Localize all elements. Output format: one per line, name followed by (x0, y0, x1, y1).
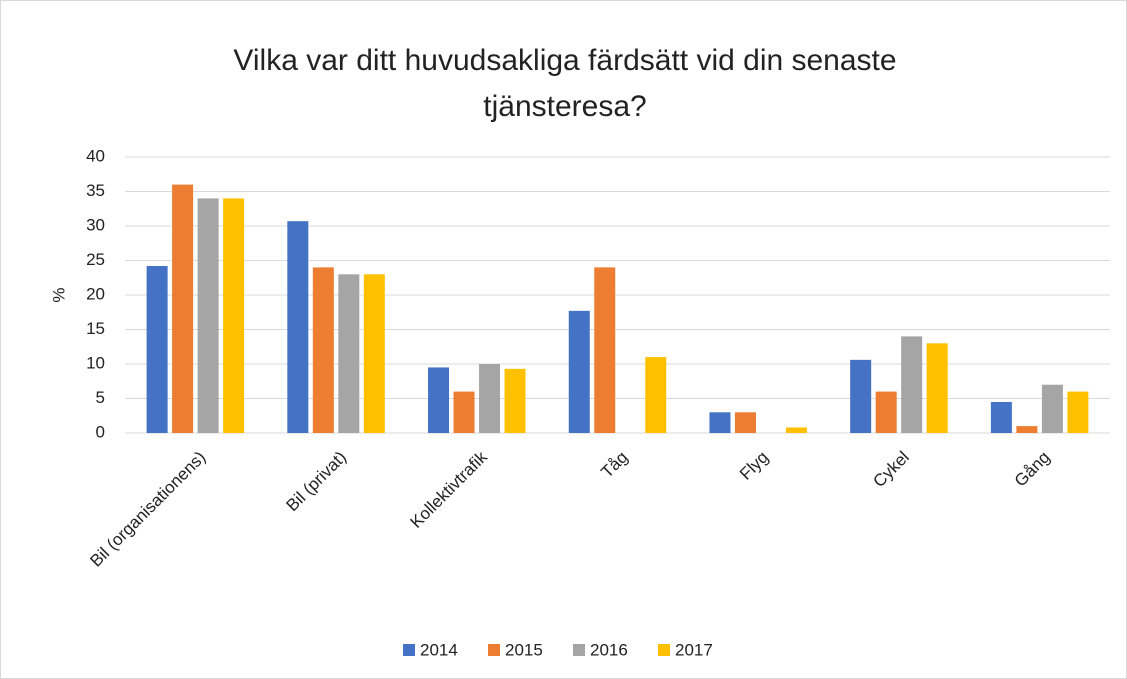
bar (709, 412, 731, 433)
y-tick-label: 25 (86, 250, 105, 269)
bar (1016, 426, 1038, 433)
bar (223, 198, 245, 433)
bar (850, 359, 872, 433)
legend-label: 2014 (420, 640, 458, 659)
bar (428, 367, 450, 433)
legend-swatch (488, 644, 500, 656)
bar (172, 184, 194, 433)
legend-label: 2015 (505, 640, 543, 659)
y-axis-label: % (49, 287, 68, 302)
x-tick-label: Cykel (869, 448, 912, 491)
y-tick-label: 0 (96, 422, 105, 441)
legend-label: 2017 (675, 640, 713, 659)
bar (926, 343, 948, 433)
bar (312, 267, 334, 433)
bar (1041, 384, 1063, 433)
bar (197, 198, 219, 433)
bar (785, 427, 807, 433)
y-tick-label: 15 (86, 319, 105, 338)
x-tick-label: Tåg (597, 448, 631, 482)
legend-swatch (403, 644, 415, 656)
legend-swatch (573, 644, 585, 656)
bar (875, 391, 897, 433)
bar (453, 391, 475, 433)
x-tick-label: Bil (organisationens) (86, 448, 209, 571)
bar (363, 274, 385, 433)
y-tick-label: 30 (86, 215, 105, 234)
y-tick-label: 10 (86, 353, 105, 372)
x-tick-label: Flyg (736, 448, 772, 484)
y-tick-label: 5 (96, 388, 105, 407)
bar (990, 401, 1012, 433)
bar (734, 412, 756, 433)
x-tick-label: Kollektivtrafik (407, 447, 492, 532)
bar (338, 274, 360, 433)
x-tick-label: Gång (1011, 448, 1054, 491)
y-tick-label: 35 (86, 181, 105, 200)
legend-swatch (658, 644, 670, 656)
y-tick-label: 40 (86, 146, 105, 165)
bar (901, 336, 923, 433)
bar (568, 310, 590, 433)
bar (504, 368, 526, 433)
bar (479, 364, 501, 433)
chart-title: Vilka var ditt huvudsakliga färdsätt vid… (233, 44, 897, 123)
bar (594, 267, 616, 433)
x-tick-label: Bil (privat) (283, 448, 351, 516)
bar (645, 357, 667, 433)
y-tick-label: 20 (86, 284, 105, 303)
legend-label: 2016 (590, 640, 628, 659)
bar (287, 221, 309, 433)
bar (146, 266, 168, 433)
bar (1067, 391, 1089, 433)
